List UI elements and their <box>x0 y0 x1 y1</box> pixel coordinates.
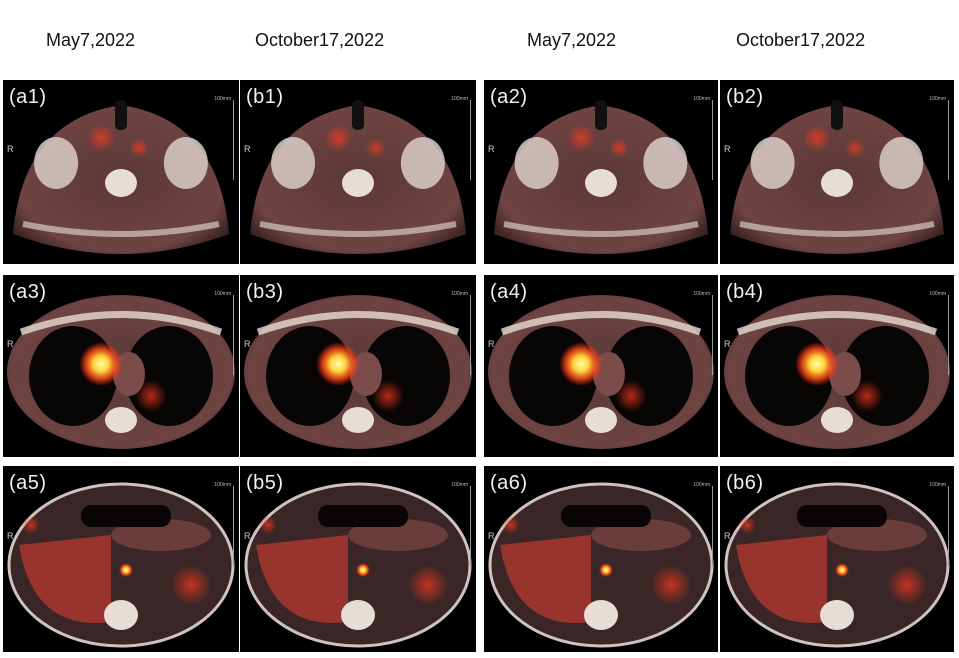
panel-label: (b4) <box>726 281 764 303</box>
scale-label: 100mm <box>693 96 710 102</box>
scale-bar: 100mm <box>929 482 949 566</box>
pet-ct-panel-a2: (a2) R 100mm <box>484 80 718 264</box>
scale-bar: 100mm <box>214 291 234 375</box>
panel-label: (b3) <box>246 281 284 303</box>
scale-bar: 100mm <box>693 291 713 375</box>
pet-ct-panel-b4: (b4) R 100mm <box>720 275 954 457</box>
panel-label: (b1) <box>246 86 284 108</box>
orientation-mark: R <box>488 339 495 349</box>
scale-bar: 100mm <box>929 96 949 180</box>
pet-ct-panel-a4: (a4) R 100mm <box>484 275 718 457</box>
panel-label: (a3) <box>9 281 47 303</box>
pet-ct-panel-a5: (a5) R 100mm <box>3 466 239 652</box>
scale-bar: 100mm <box>214 482 234 566</box>
scale-label: 100mm <box>451 482 468 488</box>
orientation-mark: R <box>244 144 251 154</box>
scale-label: 100mm <box>451 96 468 102</box>
scale-bar: 100mm <box>214 96 234 180</box>
scale-label: 100mm <box>693 482 710 488</box>
panel-label: (a2) <box>490 86 528 108</box>
date-header-right-b: October17,2022 <box>736 30 866 50</box>
scale-label: 100mm <box>451 291 468 297</box>
scale-bar: 100mm <box>693 96 713 180</box>
panel-label: (a4) <box>490 281 528 303</box>
pet-ct-panel-a1: (a1) R 100mm <box>3 80 239 264</box>
orientation-mark: R <box>488 531 495 541</box>
panel-label: (b2) <box>726 86 764 108</box>
scale-label: 100mm <box>929 291 946 297</box>
pet-ct-panel-b1: (b1) R 100mm <box>240 80 476 264</box>
scale-bar: 100mm <box>451 291 471 375</box>
scale-bar: 100mm <box>693 482 713 566</box>
scale-bar: 100mm <box>451 482 471 566</box>
pet-ct-panel-b3: (b3) R 100mm <box>240 275 476 457</box>
scale-label: 100mm <box>214 96 231 102</box>
orientation-mark: R <box>244 339 251 349</box>
scale-label: 100mm <box>214 291 231 297</box>
scale-label: 100mm <box>214 482 231 488</box>
date-header-left-b: October17,2022 <box>255 30 385 50</box>
scale-bar: 100mm <box>451 96 471 180</box>
scale-label: 100mm <box>693 291 710 297</box>
orientation-mark: R <box>488 144 495 154</box>
date-header-right-a: May7,2022 <box>527 30 617 50</box>
orientation-mark: R <box>724 339 731 349</box>
panel-label: (a1) <box>9 86 47 108</box>
scale-label: 100mm <box>929 482 946 488</box>
pet-ct-panel-a3: (a3) R 100mm <box>3 275 239 457</box>
orientation-mark: R <box>724 144 731 154</box>
orientation-mark: R <box>7 531 14 541</box>
orientation-mark: R <box>244 531 251 541</box>
panel-label: (b5) <box>246 472 284 494</box>
pet-ct-panel-a6: (a6) R 100mm <box>484 466 718 652</box>
orientation-mark: R <box>7 144 14 154</box>
pet-ct-panel-b6: (b6) R 100mm <box>720 466 954 652</box>
pet-ct-panel-b5: (b5) R 100mm <box>240 466 476 652</box>
panel-label: (a5) <box>9 472 47 494</box>
date-header-left-a: May7,2022 <box>46 30 136 50</box>
scale-label: 100mm <box>929 96 946 102</box>
orientation-mark: R <box>724 531 731 541</box>
panel-label: (a6) <box>490 472 528 494</box>
orientation-mark: R <box>7 339 14 349</box>
panel-label: (b6) <box>726 472 764 494</box>
pet-ct-panel-b2: (b2) R 100mm <box>720 80 954 264</box>
scale-bar: 100mm <box>929 291 949 375</box>
